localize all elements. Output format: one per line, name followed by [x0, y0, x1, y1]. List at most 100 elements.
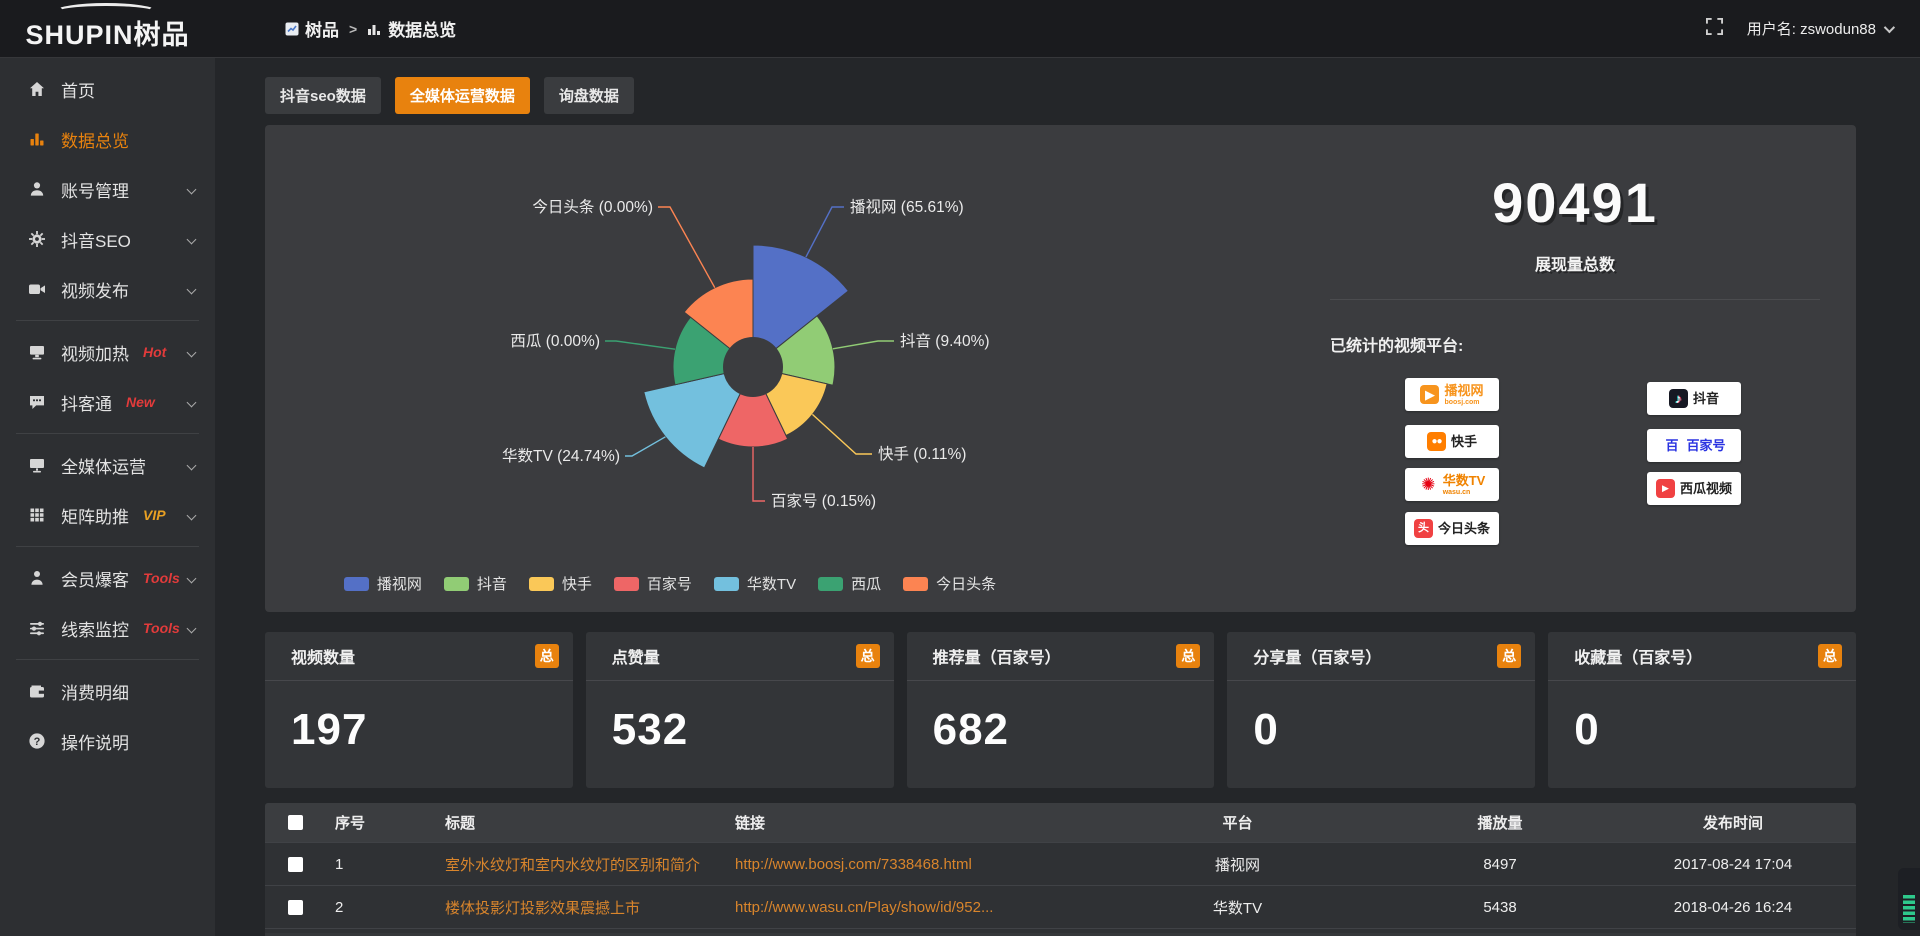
row-checkbox[interactable]	[287, 856, 303, 872]
sidebar-item-video-heat[interactable]: 视频加热 Hot	[0, 327, 215, 377]
douyin-logo-icon: ♪	[1668, 389, 1688, 408]
row-checkbox-cell[interactable]	[265, 856, 325, 872]
platform-badges: ▶ 播视网 boosj.com ●● 快手 ✺ 华数TV wasu.cn 头今日头条 ♪ 抖音百百家…	[1330, 378, 1820, 568]
sidebar-item-data-overview[interactable]: 数据总览	[0, 114, 215, 164]
data-tabs: 抖音seo数据 全媒体运营数据 询盘数据	[265, 77, 634, 114]
legend-swatch	[903, 576, 929, 591]
sidebar-item-label: 会员爆客	[61, 570, 129, 590]
platform-badge-抖音: ♪ 抖音	[1647, 382, 1741, 415]
sidebar-item-account-management[interactable]: 账号管理	[0, 164, 215, 214]
label-leader-line	[811, 413, 872, 455]
sidebar-item-label: 账号管理	[61, 181, 129, 201]
pie-slice-华数TV[interactable]	[643, 366, 754, 469]
platform-badge-百家号: 百百家号	[1647, 429, 1741, 462]
sidebar-item-media-operation[interactable]: 全媒体运营	[0, 440, 215, 490]
row-checkbox[interactable]	[287, 899, 303, 915]
sidebar-item-home[interactable]: 首页	[0, 64, 215, 114]
chevron-down-icon	[186, 184, 197, 194]
legend-item-抖音[interactable]: 抖音	[443, 573, 507, 594]
sidebar-item-member-baoke[interactable]: 会员爆客 Tools	[0, 553, 215, 603]
overview-panel: 播视网 (65.61%) 抖音 (9.40%) 快手 (0.11%) 百家号 (0.1…	[265, 125, 1856, 612]
sidebar-divider	[16, 659, 199, 660]
stat-card-value: 682	[932, 705, 1010, 754]
chevron-down-icon	[1883, 21, 1896, 33]
username-menu[interactable]: 用户名: zswodun88	[1747, 18, 1896, 39]
chat-icon	[28, 393, 46, 411]
stat-card-label: 分享量（百家号）	[1253, 650, 1382, 667]
link-cell[interactable]: http://www.wasu.cn/Play/show/id/952...	[735, 898, 994, 916]
row-checkbox-cell[interactable]	[265, 899, 325, 915]
legend-item-华数TV[interactable]: 华数TV	[713, 573, 796, 594]
platform-subtext: wasu.cn	[1442, 488, 1471, 496]
sidebar-item-label: 操作说明	[61, 733, 129, 753]
select-all-checkbox[interactable]	[287, 815, 303, 830]
baijiahao-logo-icon: 百	[1662, 436, 1682, 455]
impressions-total-label: 展现量总数	[1534, 257, 1615, 274]
label-leader-line	[805, 206, 844, 258]
pie-slice-label: 华数TV (24.74%)	[502, 447, 620, 465]
tab-3[interactable]: 询盘数据	[543, 77, 634, 114]
legend-item-今日头条[interactable]: 今日头条	[903, 573, 996, 594]
table-row-1[interactable]: 1 室外水纹灯和室内水纹灯的区别和简介 http://www.boosj.com/7…	[265, 843, 1856, 886]
sidebar-item-matrix-boost[interactable]: 矩阵助推 VIP	[0, 490, 215, 540]
table-row-2[interactable]: 2 楼体投影灯投影效果震撼上市 http://www.wasu.cn/Play/sh…	[265, 886, 1856, 929]
sidebar-item-douketong[interactable]: 抖客通 New	[0, 377, 215, 427]
table-header-row: 序号 标题 链接 平台 播放量 发布时间	[265, 803, 1856, 843]
sidebar-item-label: 视频发布	[61, 281, 129, 301]
tab-2[interactable]: 全媒体运营数据	[394, 77, 530, 114]
sidebar-item-label: 视频加热	[61, 344, 129, 364]
stat-card-1: 视频数量 总 197	[265, 632, 573, 788]
pie-slice-label: 快手 (0.11%)	[878, 445, 966, 463]
sidebar-item-label: 全媒体运营	[61, 457, 146, 477]
kuaishou-logo-icon: ●●	[1426, 432, 1446, 451]
platform-subtext: boosj.com	[1444, 398, 1480, 406]
legend-item-快手[interactable]: 快手	[528, 573, 592, 594]
sidebar-item-consume-detail[interactable]: 消费明细	[0, 666, 215, 716]
legend-swatch	[443, 576, 469, 591]
chevron-down-icon	[186, 234, 197, 244]
sidebar-divider	[16, 433, 199, 434]
donut-hole	[723, 337, 783, 397]
fullscreen-icon[interactable]	[1705, 17, 1723, 40]
sidebar-item-douyin-seo[interactable]: 抖音SEO	[0, 214, 215, 264]
total-badge: 总	[855, 644, 880, 668]
platform-badge-今日头条: 头今日头条	[1405, 512, 1499, 545]
link-cell[interactable]: http://www.boosj.com/7338468.html	[735, 855, 972, 873]
legend-swatch	[528, 576, 554, 591]
plays-cell: 5438	[1483, 898, 1517, 916]
breadcrumb: 树品 > 数据总览	[285, 16, 456, 41]
help-icon: ?	[28, 732, 46, 750]
legend-label: 播视网	[376, 576, 422, 593]
pie-slice-label: 百家号 (0.15%)	[771, 492, 876, 510]
stat-cards-row: 视频数量总 197 点赞量总 532 推荐量（百家号）总 682 分享量（百家号）总 0 收藏量…	[265, 632, 1856, 788]
chevron-down-icon	[186, 573, 197, 583]
legend-item-百家号[interactable]: 百家号	[613, 573, 692, 594]
stat-card-label: 视频数量	[291, 650, 356, 667]
svg-text:?: ?	[34, 736, 41, 748]
title-cell[interactable]: 楼体投影灯投影效果震撼上市	[445, 899, 641, 917]
legend-item-西瓜[interactable]: 西瓜	[818, 573, 881, 594]
tab-1[interactable]: 抖音seo数据	[265, 77, 381, 114]
label-leader-line	[658, 206, 716, 289]
summary-divider	[1330, 299, 1820, 300]
sidebar-item-label: 数据总览	[61, 131, 129, 151]
label-leader-line	[832, 340, 894, 350]
stacked-bars-icon	[1903, 895, 1915, 923]
floating-widget[interactable]	[1898, 868, 1920, 930]
stat-card-value: 0	[1574, 705, 1600, 754]
stat-card-label: 收藏量（百家号）	[1574, 650, 1703, 667]
breadcrumb-current[interactable]: 数据总览	[367, 16, 456, 41]
xigua-logo-icon: ▶	[1655, 479, 1675, 498]
time-cell: 2017-08-24 17:04	[1673, 855, 1793, 873]
sidebar-item-clue-monitor[interactable]: 线索监控 Tools	[0, 603, 215, 653]
breadcrumb-root[interactable]: 树品	[285, 16, 339, 41]
legend-item-播视网[interactable]: 播视网	[343, 573, 422, 594]
title-cell[interactable]: 室外水纹灯和室内水纹灯的区别和简介	[445, 856, 701, 874]
pie-slice-label: 抖音 (9.40%)	[900, 332, 990, 350]
sidebar-item-video-publish[interactable]: 视频发布	[0, 264, 215, 314]
sidebar-item-help[interactable]: ? 操作说明	[0, 716, 215, 766]
label-leader-line	[605, 340, 676, 350]
sidebar-item-label: 消费明细	[61, 683, 129, 703]
label-leader-line	[625, 436, 666, 457]
shupin-icon	[285, 22, 299, 35]
